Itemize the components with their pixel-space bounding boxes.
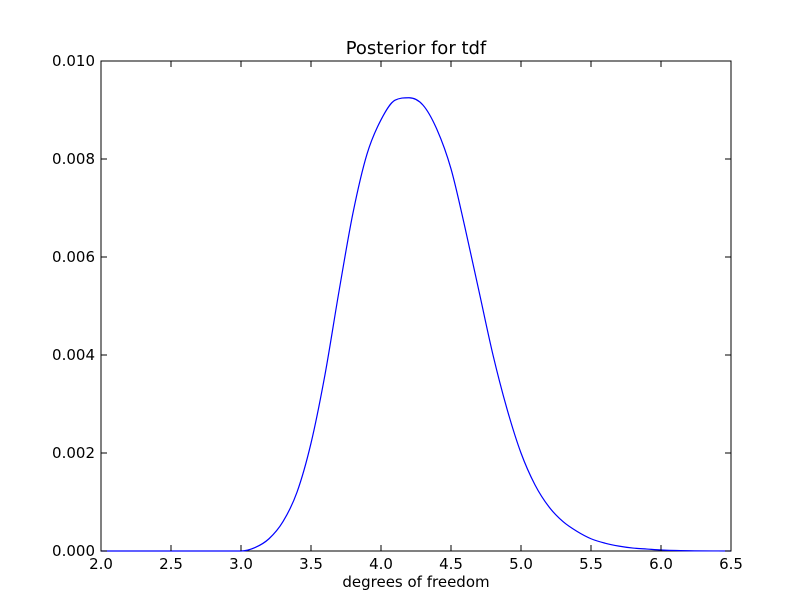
x-tick-label: 3.5 — [299, 555, 323, 573]
x-tick-label: 2.0 — [89, 555, 113, 573]
x-tick-label: 2.5 — [159, 555, 183, 573]
y-tick-label: 0.000 — [52, 542, 95, 560]
y-tick-label: 0.004 — [52, 346, 95, 364]
x-tick-label: 4.0 — [369, 555, 393, 573]
y-tick-label: 0.006 — [52, 248, 95, 266]
x-tick-label: 6.5 — [719, 555, 743, 573]
x-tick-label: 3.0 — [229, 555, 253, 573]
x-tick-label: 6.0 — [649, 555, 673, 573]
y-tick-label: 0.002 — [52, 444, 95, 462]
y-tick-label: 0.008 — [52, 150, 95, 168]
series-line-0 — [101, 97, 732, 552]
plot-area-frame — [100, 60, 732, 552]
y-tick-label: 0.010 — [52, 52, 95, 70]
x-tick-label: 5.5 — [579, 555, 603, 573]
x-tick-label: 5.0 — [509, 555, 533, 573]
ticks-layer: 2.0 2.5 3.0 3.5 4.0 4.5 5.0 5.5 6.0 6.5 0.000 0.002… — [52, 52, 743, 573]
curve-layer — [101, 97, 732, 552]
x-tick-label: 4.5 — [439, 555, 463, 573]
x-axis-label: degrees of freedom — [342, 573, 489, 591]
chart-title: Posterior for tdf — [346, 38, 487, 59]
